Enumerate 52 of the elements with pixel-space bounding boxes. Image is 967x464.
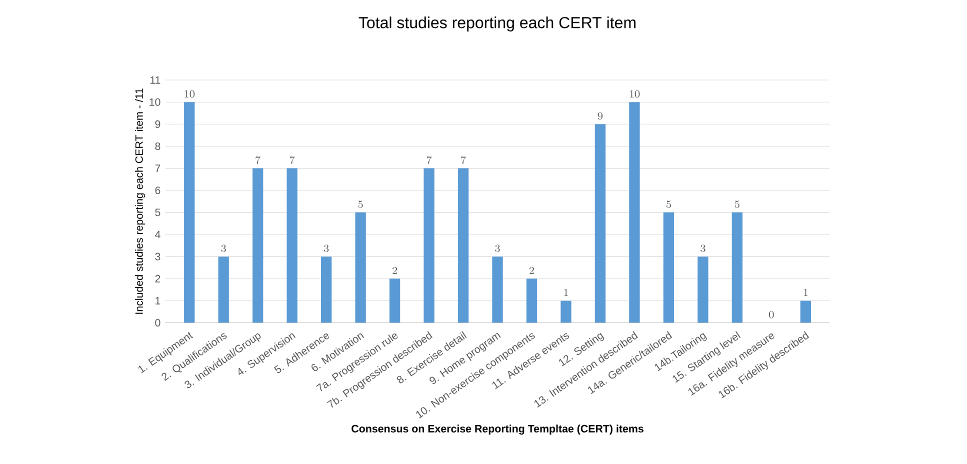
data-label: 5	[666, 200, 671, 208]
bar	[800, 300, 811, 323]
y-tick-label: 1	[156, 296, 160, 304]
y-tick-label: 6	[155, 186, 160, 194]
y-axis-title: Included studies reporting each CERT item - /11	[135, 88, 145, 314]
bar	[458, 168, 469, 323]
y-tick-label: 11	[150, 76, 160, 84]
bar	[389, 278, 400, 323]
bar	[732, 212, 743, 323]
data-label: 2	[529, 266, 534, 274]
x-axis-title: Consensus on Exercise Reporting Templtae (CERT) items	[352, 424, 644, 435]
data-label: 5	[358, 200, 363, 208]
y-tick-label: 0	[155, 318, 160, 326]
bar	[663, 212, 674, 323]
data-label: 5	[734, 200, 740, 208]
bar	[698, 256, 708, 323]
y-tick-label: 3	[155, 252, 160, 260]
y-tick-label: 7	[155, 164, 160, 172]
bar	[286, 168, 298, 323]
bar	[594, 124, 606, 323]
data-label: 7	[290, 156, 295, 164]
y-tick-label: 8	[155, 142, 160, 150]
y-tick-label: 4	[155, 230, 160, 238]
data-label: 3	[221, 244, 226, 252]
data-label: 3	[700, 244, 706, 252]
y-tick-label: 5	[155, 208, 160, 216]
data-label: 0	[769, 310, 774, 318]
bar	[355, 212, 366, 323]
bar	[424, 168, 434, 323]
bar	[526, 278, 538, 323]
data-label: 10	[184, 90, 195, 98]
data-label: 10	[630, 90, 640, 98]
data-label: 1	[564, 288, 568, 296]
bar	[629, 102, 640, 323]
data-label: 9	[598, 112, 603, 120]
y-tick-label: 10	[150, 98, 160, 106]
data-label: 3	[495, 244, 500, 252]
bar	[492, 256, 503, 323]
bar	[252, 168, 264, 323]
bar	[184, 102, 195, 323]
data-label: 7	[256, 156, 261, 164]
data-label: 7	[461, 156, 466, 164]
data-label: 1	[804, 288, 808, 296]
data-label: 2	[392, 266, 398, 274]
y-tick-label: 2	[155, 274, 160, 282]
data-label: 7	[426, 156, 432, 164]
bar	[320, 256, 332, 323]
bar	[560, 300, 572, 323]
bar	[218, 256, 229, 323]
data-label: 3	[324, 244, 329, 252]
y-tick-label: 9	[155, 120, 160, 128]
chart-title: Total studies reporting each CERT item	[358, 16, 636, 32]
